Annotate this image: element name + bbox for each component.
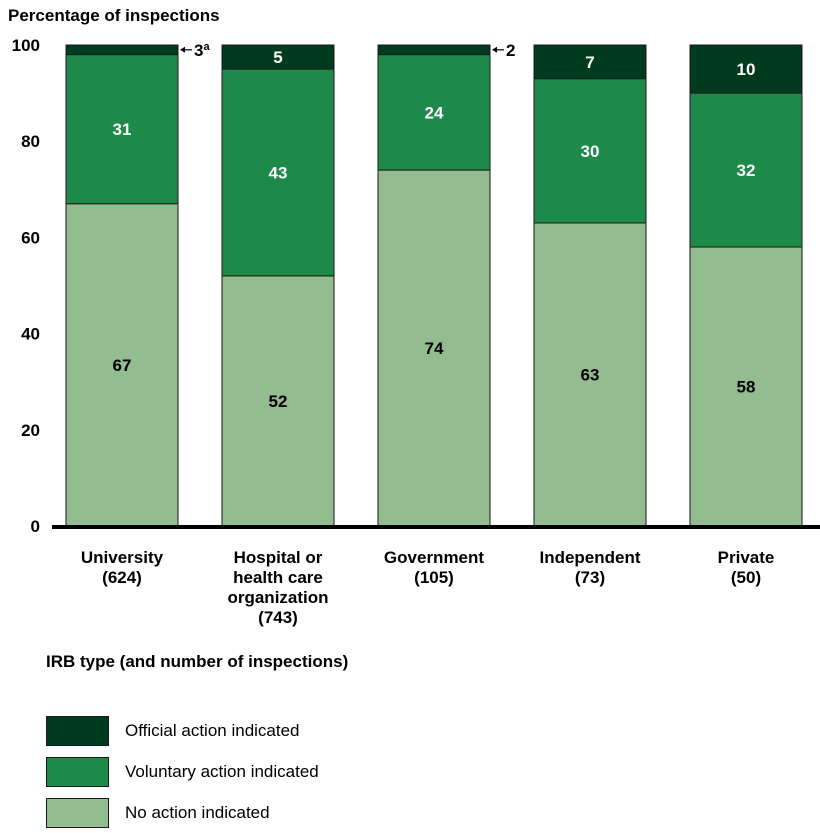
data-label: 63 xyxy=(581,365,600,384)
annotation-arrowhead xyxy=(492,46,497,53)
bar-segment xyxy=(377,44,491,56)
y-tick-label: 40 xyxy=(21,325,40,344)
y-tick-label: 80 xyxy=(21,132,40,151)
bar-segment xyxy=(533,222,647,527)
bar-segment xyxy=(65,203,179,527)
annotation-arrowhead xyxy=(180,46,185,53)
x-tick-label: Hospital or health care organization (743) xyxy=(227,548,328,627)
x-axis-title: IRB type (and number of inspections) xyxy=(46,652,349,671)
data-label: 30 xyxy=(581,142,600,161)
bar-segment xyxy=(689,44,803,94)
legend-label: Official action indicated xyxy=(125,720,300,740)
legend-item: Voluntary action indicated xyxy=(46,751,319,792)
data-label: 31 xyxy=(113,120,132,139)
bar-segment xyxy=(65,44,179,56)
legend-label: Voluntary action indicated xyxy=(125,761,319,781)
x-tick-label: Government (105) xyxy=(384,548,484,587)
legend: Official action indicated Voluntary actio… xyxy=(46,710,319,833)
data-label: 5 xyxy=(273,48,282,67)
legend-item: Official action indicated xyxy=(46,710,319,751)
legend-swatch xyxy=(46,756,109,787)
data-label: 10 xyxy=(737,60,756,79)
x-tick-label: Independent (73) xyxy=(539,548,640,587)
data-label: 58 xyxy=(737,378,756,397)
bar-segment xyxy=(221,44,335,70)
y-axis-title: Percentage of inspections xyxy=(8,6,220,25)
y-tick-label: 100 xyxy=(12,36,40,55)
data-label: 32 xyxy=(737,161,756,180)
y-tick-label: 0 xyxy=(31,517,40,536)
bar-segment xyxy=(533,78,647,224)
y-tick-label: 20 xyxy=(21,421,40,440)
legend-item: No action indicated xyxy=(46,792,319,833)
bar-segment xyxy=(221,68,335,277)
chart-svg: 0 20 40 60 80 100 67 31 University (624) 52 43 5 Hosp… xyxy=(12,36,820,627)
bar-segment xyxy=(377,54,491,171)
bar-segment xyxy=(65,54,179,205)
legend-swatch xyxy=(46,715,109,746)
data-label: 74 xyxy=(425,339,444,358)
bar-segment xyxy=(377,169,491,527)
bar-segment xyxy=(689,246,803,527)
y-tick-label: 60 xyxy=(21,228,40,247)
x-tick-label: Private (50) xyxy=(718,548,775,587)
legend-swatch xyxy=(46,797,109,828)
data-label: 43 xyxy=(269,163,288,182)
bar-segment xyxy=(689,92,803,248)
bar-segment xyxy=(533,44,647,80)
data-label-outside: 3a xyxy=(194,41,210,60)
data-label-outside: 2 xyxy=(506,41,515,60)
legend-label: No action indicated xyxy=(125,802,270,822)
x-tick-label: University (624) xyxy=(81,548,164,587)
data-label: 67 xyxy=(113,356,132,375)
data-label: 24 xyxy=(425,103,444,122)
data-label: 7 xyxy=(585,53,594,72)
data-label: 52 xyxy=(269,392,288,411)
